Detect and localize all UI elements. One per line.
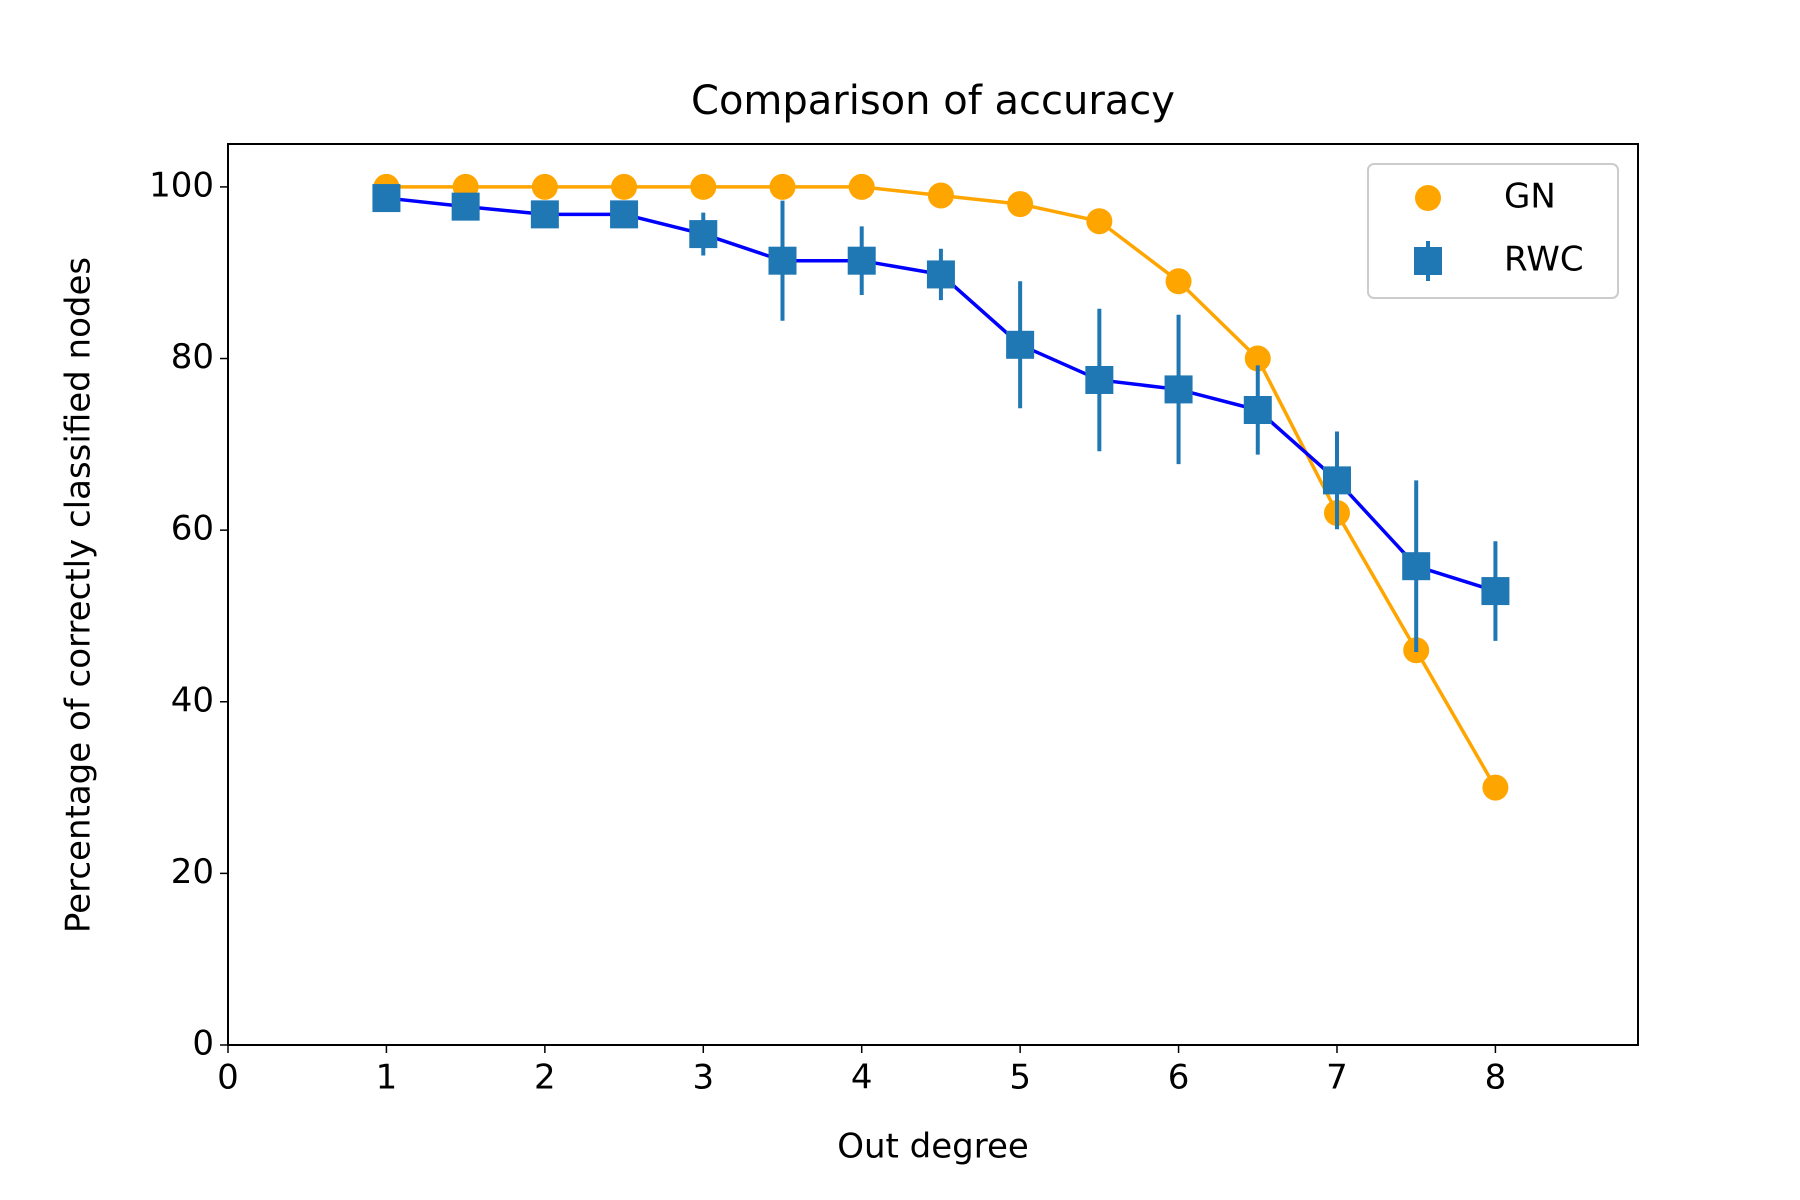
x-tick-label: 3 — [692, 1058, 714, 1098]
point — [926, 260, 955, 289]
x-tick-label: 5 — [1009, 1058, 1031, 1098]
point — [611, 173, 638, 200]
point — [927, 182, 954, 209]
x-tick-label: 0 — [217, 1058, 239, 1098]
point — [1243, 396, 1272, 425]
point — [690, 173, 717, 200]
point — [1482, 774, 1509, 801]
point — [1006, 330, 1035, 359]
y-axis-label: Percentage of correctly classified nodes — [59, 257, 99, 933]
x-tick-label: 7 — [1326, 1058, 1348, 1098]
point — [372, 184, 401, 213]
point — [1165, 268, 1192, 295]
x-axis-label: Out degree — [837, 1127, 1029, 1167]
point — [451, 192, 480, 221]
y-tick-label: 100 — [149, 165, 214, 205]
legend-label: RWC — [1504, 240, 1584, 280]
x-tick-label: 6 — [1168, 1058, 1190, 1098]
point — [848, 173, 875, 200]
point — [1402, 552, 1431, 581]
point — [1481, 577, 1510, 606]
point — [1085, 365, 1114, 394]
y-tick-label: 0 — [192, 1024, 214, 1064]
point — [769, 173, 796, 200]
y-tick-label: 60 — [171, 509, 214, 549]
y-tick-label: 80 — [171, 337, 214, 377]
point — [768, 246, 797, 275]
point — [1164, 375, 1193, 404]
axes-frame — [227, 143, 1639, 1046]
point — [1086, 208, 1113, 235]
point — [1007, 191, 1034, 218]
point — [531, 173, 558, 200]
y-tick-label: 20 — [171, 852, 214, 892]
point — [1244, 345, 1271, 372]
point — [1322, 466, 1351, 495]
point — [530, 200, 559, 229]
legend-label: GN — [1504, 177, 1556, 217]
legend-marker — [1415, 185, 1441, 211]
point — [689, 220, 718, 249]
point — [847, 246, 876, 275]
x-tick-label: 1 — [376, 1058, 398, 1098]
y-tick-label: 40 — [171, 680, 214, 720]
x-tick-label: 2 — [534, 1058, 556, 1098]
chart-title: Comparison of accuracy — [691, 78, 1175, 124]
legend-marker — [1414, 247, 1442, 275]
x-tick-label: 8 — [1485, 1058, 1507, 1098]
x-tick-label: 4 — [851, 1058, 873, 1098]
point — [610, 200, 639, 229]
